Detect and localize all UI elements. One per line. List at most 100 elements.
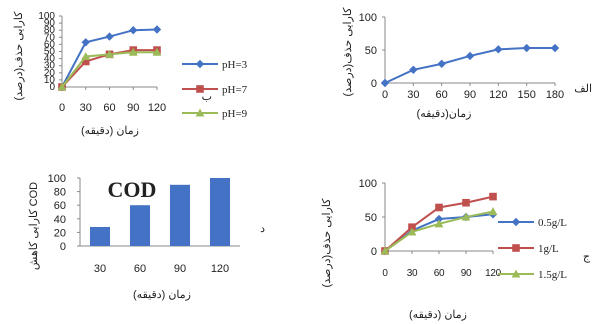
dal-xtick-label: 30	[94, 263, 106, 275]
be-y-axis-title: کارایی حذف(درصد)	[13, 11, 25, 101]
dal-bar	[170, 184, 190, 246]
be-ytick-label: 90	[44, 18, 56, 29]
be-xtick-label: 30	[80, 102, 92, 114]
be-xtick-label: 120	[148, 102, 166, 114]
jim-data-point	[462, 198, 470, 207]
be-data-point	[81, 52, 91, 60]
alef-xtick-label: 60	[436, 89, 448, 101]
jim-ytick-label: 100	[359, 178, 377, 190]
jim-legend-marker	[512, 244, 520, 252]
be-legend-marker	[195, 59, 205, 69]
jim-data-point	[461, 212, 471, 221]
alef-panel-letter: الف	[574, 83, 592, 95]
jim-data-point	[408, 223, 416, 231]
alef-ytick-label: 0	[371, 78, 377, 90]
dal-ytick-label: 100	[48, 173, 66, 185]
be-legend-marker	[195, 108, 205, 117]
jim-data-point	[434, 219, 444, 228]
jim-ytick-label: 50	[365, 212, 377, 224]
be-data-point	[128, 47, 138, 56]
alef-ytick-label: 50	[365, 45, 377, 57]
alef-xtick-label: 180	[546, 89, 564, 101]
alef-data-point	[409, 65, 418, 74]
jim-legend-marker	[511, 217, 521, 227]
dal-ytick-label: 0	[60, 241, 66, 253]
alef-data-point	[380, 78, 390, 88]
be-panel-letter: ب	[202, 91, 212, 103]
be-legend-marker	[196, 85, 204, 93]
dal-ytick-label: 60	[54, 200, 66, 212]
dal-ytick-label: 40	[54, 214, 66, 226]
be-ytick-label: 20	[44, 68, 56, 79]
alef-xtick-label: 0	[382, 89, 388, 101]
jim-y-axis-title: کارایی حذف(درصد)	[321, 198, 333, 288]
be-data-point	[105, 49, 114, 58]
jim-legend-label: 0.5g/L	[538, 217, 567, 229]
be-data-point	[81, 38, 90, 47]
alef-xtick-label: 150	[517, 89, 535, 101]
be-data-point	[57, 82, 67, 91]
dal-ytick-label: 80	[54, 187, 66, 199]
jim-data-point	[407, 227, 417, 236]
dal-x-axis-title: زمان (دقیقه)	[133, 289, 191, 301]
jim-legend-marker	[511, 269, 521, 278]
jim-data-point	[434, 214, 444, 224]
jim-ytick-label: 0	[371, 246, 377, 258]
be-ytick-label: 50	[44, 47, 56, 58]
be-ytick-label: 70	[44, 32, 56, 43]
dal-xtick-label: 60	[134, 263, 146, 275]
be-ytick-label: 100	[38, 11, 55, 22]
be-xtick-label: 90	[127, 102, 139, 114]
jim-legend-label: 1.5g/L	[538, 269, 567, 281]
jim-data-point	[380, 246, 390, 255]
be-ytick-label: 10	[44, 75, 56, 86]
be-ytick-label: 60	[44, 39, 56, 50]
be-data-point	[81, 57, 90, 66]
dal-xtick-label: 90	[174, 263, 186, 275]
be-data-point	[129, 26, 138, 35]
alef-xtick-label: 30	[407, 89, 419, 101]
dal-xtick-label: 120	[211, 263, 229, 275]
jim-data-point	[488, 207, 498, 216]
jim-xtick-label: 30	[407, 268, 418, 279]
be-data-point	[105, 32, 114, 41]
jim-xtick-label: 90	[461, 268, 472, 279]
alef-ytick-label: 100	[359, 12, 377, 24]
jim-data-point	[489, 192, 497, 201]
dal-y-axis-title: کارایی کاهش COD	[28, 182, 40, 270]
be-ytick-label: 0	[49, 82, 55, 93]
be-data-point	[152, 47, 162, 56]
jim-xtick-label: 120	[485, 268, 502, 279]
jim-panel-letter: ج	[583, 251, 591, 263]
be-x-axis-title: زمان (دقیقه)	[81, 125, 139, 137]
jim-xtick-label: 0	[382, 268, 388, 279]
jim-data-point	[435, 203, 443, 212]
dal-bar	[130, 205, 150, 246]
be-ytick-label: 80	[44, 25, 56, 36]
be-ytick-label: 30	[44, 61, 56, 72]
be-legend-label: pH=7	[222, 84, 248, 96]
be-ytick-label: 40	[44, 54, 56, 65]
jim-legend-label: 1g/L	[538, 243, 559, 255]
be-legend-label: pH=9	[222, 108, 248, 120]
be-xtick-label: 0	[59, 102, 65, 114]
jim-xtick-label: 60	[434, 268, 445, 279]
be-xtick-label: 60	[103, 102, 115, 114]
dal-ytick-label: 20	[54, 227, 66, 239]
alef-xtick-label: 90	[464, 89, 476, 101]
alef-data-point	[494, 45, 503, 54]
be-legend-label: pH=3	[222, 59, 248, 71]
alef-data-point	[465, 51, 475, 61]
dal-chart-title: COD	[108, 177, 157, 202]
dal-panel-letter: د	[260, 223, 265, 235]
be-data-point	[152, 25, 162, 34]
alef-data-point	[437, 59, 446, 69]
jim-x-axis-title: زمان (دقیقه)	[409, 309, 467, 321]
alef-xtick-label: 120	[489, 89, 507, 101]
alef-data-point	[522, 43, 531, 53]
alef-data-point	[550, 43, 560, 53]
alef-x-axis-title: زمان(دقیقه)	[417, 108, 472, 120]
dal-bar	[210, 178, 230, 246]
dal-bar	[90, 226, 110, 246]
